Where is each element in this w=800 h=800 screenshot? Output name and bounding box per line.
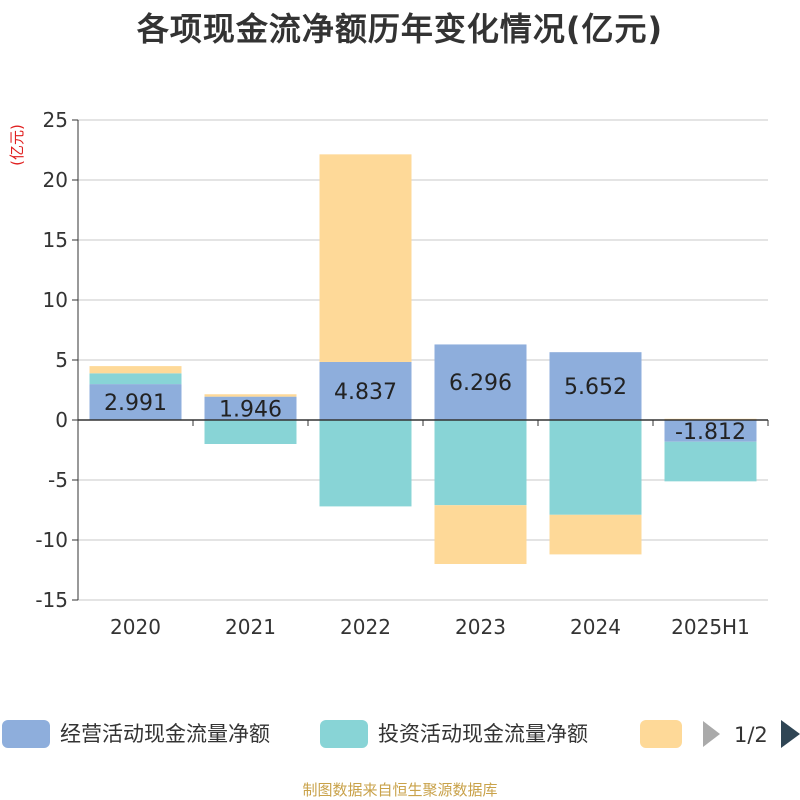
data-label: 1.946 — [219, 397, 282, 422]
y-tick-label: 25 — [43, 108, 68, 132]
chart-title: 各项现金流净额历年变化情况(亿元) — [136, 10, 664, 48]
bar-2023-series-2[interactable] — [434, 505, 527, 564]
y-tick-label: 20 — [43, 168, 68, 192]
y-tick-label: -10 — [35, 528, 68, 552]
y-tick-label: -15 — [35, 588, 68, 612]
x-tick-label: 2025H1 — [671, 615, 750, 639]
legend-item-financing[interactable] — [640, 720, 682, 748]
x-tick-label: 2024 — [570, 615, 621, 639]
label-layer: 2.991 1.946 4.837 6.296 5.652 -1.812 — [104, 371, 746, 445]
bar-2025H1-series-0[interactable] — [664, 420, 757, 442]
bar-2021-series-1[interactable] — [204, 420, 297, 444]
bar-2024-series-0[interactable] — [549, 352, 642, 420]
bar-2022-series-2[interactable] — [319, 154, 412, 362]
y-axis-label: (亿元) — [8, 124, 26, 166]
bar-2021-series-0[interactable] — [204, 396, 297, 420]
x-tick-label: 2020 — [110, 615, 161, 639]
data-label: -1.812 — [675, 420, 746, 445]
legend-page-indicator: 1/2 — [734, 723, 768, 747]
bar-2024-series-1[interactable] — [549, 420, 642, 515]
bar-2020-series-2[interactable] — [89, 366, 182, 374]
bar-2022-series-1[interactable] — [319, 420, 412, 507]
grid-layer — [78, 119, 768, 601]
data-label: 2.991 — [104, 391, 167, 416]
axis-layer: 25 20 15 10 5 0 -5 -10 -15 2020 2021 2022 2023 2024 20… — [35, 108, 769, 639]
x-tick-label: 2021 — [225, 615, 276, 639]
y-tick-label: 0 — [55, 408, 68, 432]
data-label: 6.296 — [449, 371, 512, 396]
y-tick-label: 15 — [43, 228, 68, 252]
bar-2020-series-0[interactable] — [89, 384, 182, 420]
legend-next-icon[interactable] — [781, 720, 800, 748]
bar-2022-series-0[interactable] — [319, 361, 412, 420]
bar-2021-series-2[interactable] — [204, 394, 297, 397]
y-tick-label: 10 — [43, 288, 68, 312]
x-tick-label: 2023 — [455, 615, 506, 639]
source-note: 制图数据来自恒生聚源数据库 — [302, 781, 497, 799]
bar-layer — [89, 154, 757, 564]
bar-2025H1-series-1[interactable] — [664, 441, 757, 482]
legend-item-investing[interactable]: 投资活动现金流量净额 — [320, 720, 588, 748]
legend: 经营活动现金流量净额 投资活动现金流量净额 1/2 — [2, 720, 800, 748]
bar-2020-series-1[interactable] — [89, 373, 182, 385]
bar-2024-series-2[interactable] — [549, 514, 642, 555]
y-tick-label: -5 — [48, 468, 68, 492]
data-label: 5.652 — [564, 375, 627, 400]
legend-prev-icon[interactable] — [703, 721, 720, 747]
legend-item-operating[interactable]: 经营活动现金流量净额 — [2, 720, 270, 748]
legend-label-investing: 投资活动现金流量净额 — [378, 722, 588, 746]
y-tick-label: 5 — [55, 348, 68, 372]
x-tick-label: 2022 — [340, 615, 391, 639]
bar-2023-series-1[interactable] — [434, 420, 527, 506]
data-label: 4.837 — [334, 380, 397, 405]
legend-label-operating: 经营活动现金流量净额 — [60, 722, 270, 746]
bar-2023-series-0[interactable] — [434, 344, 527, 420]
